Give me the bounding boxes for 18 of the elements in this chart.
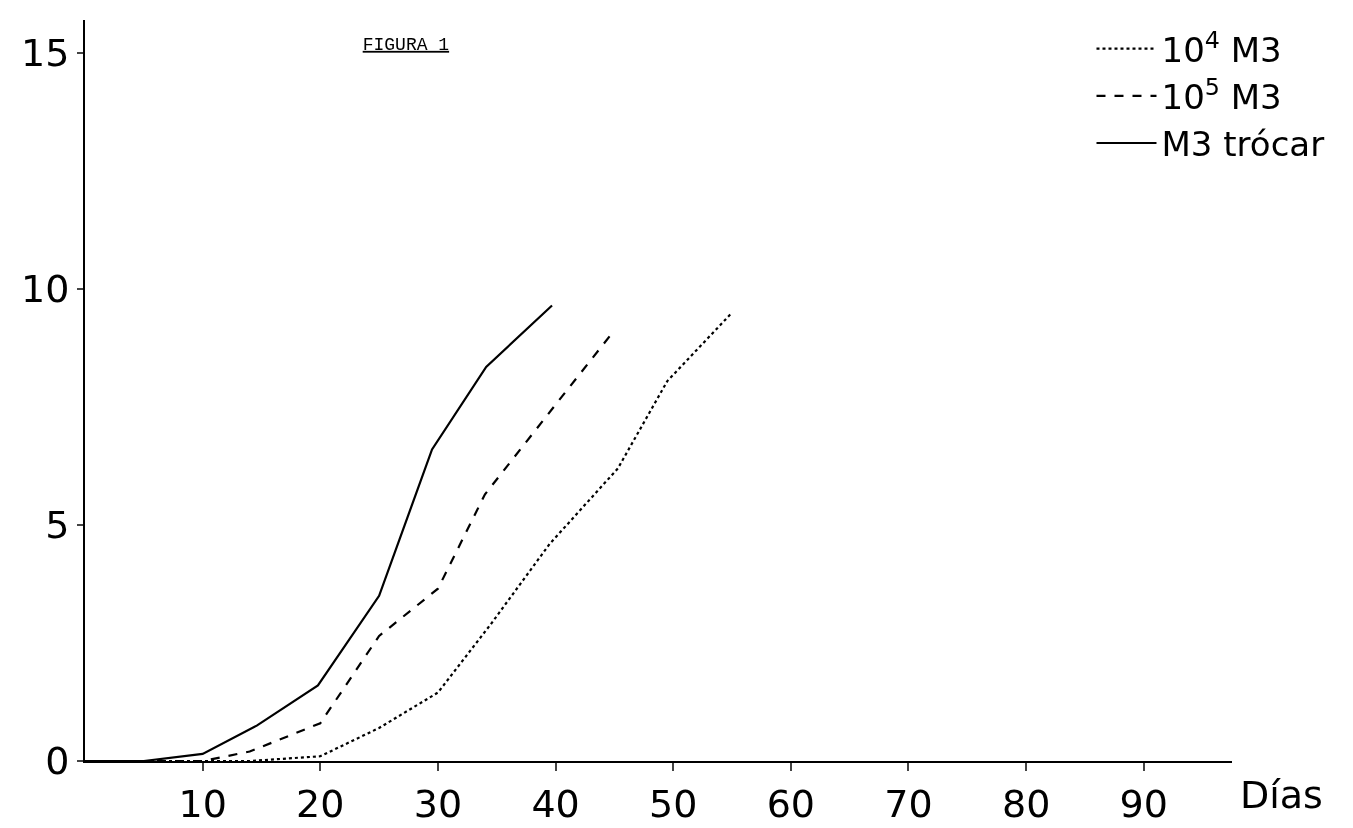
legend-label: 10$^{5}$ M3 (1161, 72, 1282, 118)
legend-label: M3 trócar (1161, 124, 1325, 165)
x-tick-label: 40 (531, 781, 580, 826)
x-tick-label: 10 (178, 781, 227, 826)
text: FIGURA 1 (362, 34, 450, 55)
y-tick-label: 10 (21, 267, 70, 312)
x-tick-label: 80 (1001, 781, 1051, 826)
legend-label: 10$^{4}$ M3 (1161, 25, 1282, 70)
x-tick-label: 20 (296, 781, 345, 826)
x-tick-label: 60 (766, 781, 816, 826)
x-tick-label: 70 (884, 781, 933, 826)
x-tick-label: 90 (1119, 781, 1168, 826)
y-tick-label: 5 (45, 503, 70, 548)
x-tick-label: 50 (649, 781, 698, 826)
y-tick-label: 0 (45, 739, 70, 784)
x-tick-label: 30 (413, 781, 463, 826)
y-tick-label: 15 (21, 31, 70, 76)
x-axis-title: Días (1240, 773, 1323, 817)
